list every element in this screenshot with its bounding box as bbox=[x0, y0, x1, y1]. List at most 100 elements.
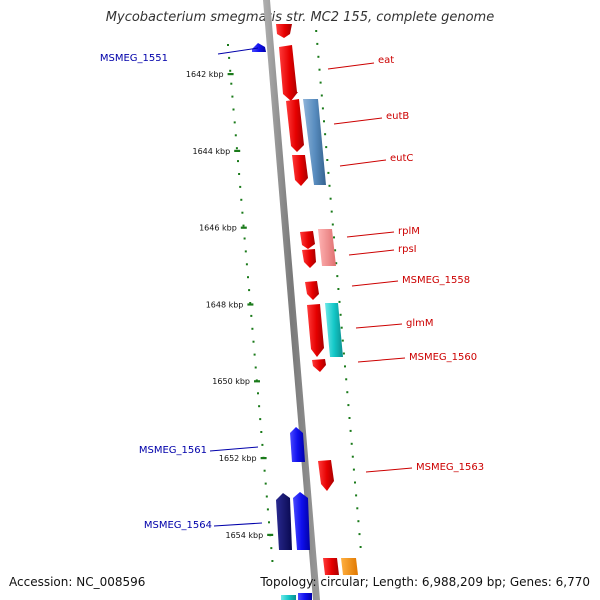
gene-label[interactable]: MSMEG_1560 bbox=[409, 352, 477, 363]
feature-eutB bbox=[286, 99, 304, 152]
track-dot bbox=[328, 184, 331, 187]
track-dot bbox=[338, 300, 341, 303]
track-dot bbox=[331, 223, 334, 226]
gene-label[interactable]: rpsI bbox=[398, 244, 417, 255]
accession-text: Accession: NC_008596 bbox=[9, 575, 146, 589]
gene-label[interactable]: MSMEG_1558 bbox=[402, 275, 470, 286]
track-dot bbox=[240, 198, 243, 201]
track-dot bbox=[243, 237, 246, 240]
gene-label[interactable]: eutB bbox=[386, 111, 409, 122]
tick-mark bbox=[227, 73, 234, 76]
track-dot bbox=[323, 120, 325, 123]
feature-MSMEG_1558 bbox=[305, 281, 319, 300]
track-dot bbox=[251, 327, 254, 330]
label-leader-line bbox=[339, 159, 387, 167]
tick-label: 1644 kbp bbox=[192, 147, 230, 156]
track-dot bbox=[321, 107, 324, 110]
track-dot bbox=[320, 94, 323, 97]
label-leader-line bbox=[209, 446, 259, 452]
label-leader-line bbox=[351, 280, 399, 287]
feature-MSMEG_1561 bbox=[290, 427, 305, 462]
tick-label: 1652 kbp bbox=[219, 454, 257, 463]
track-dot bbox=[357, 520, 360, 523]
track-dot bbox=[234, 134, 237, 137]
track-dot bbox=[342, 352, 345, 355]
track-dot bbox=[260, 431, 263, 433]
track-dot bbox=[354, 481, 356, 484]
feature-bottom-red bbox=[323, 558, 339, 575]
track-dot bbox=[347, 404, 350, 407]
track-dot bbox=[317, 55, 320, 58]
feature-rpsI bbox=[302, 249, 316, 268]
tick-label: 1642 kbp bbox=[186, 70, 224, 79]
feature-eat bbox=[279, 45, 298, 101]
track-dot bbox=[327, 171, 330, 174]
track-dot bbox=[344, 365, 346, 368]
gene-label[interactable]: MSMEG_1561 bbox=[139, 445, 207, 456]
feature-MSMEG_1563 bbox=[318, 460, 334, 491]
track-dot bbox=[231, 95, 234, 98]
track-dot bbox=[326, 159, 329, 161]
track-dot bbox=[249, 302, 252, 304]
track-dot bbox=[237, 160, 239, 163]
track-dot bbox=[359, 546, 362, 548]
track-dot bbox=[358, 533, 361, 536]
track-dot bbox=[254, 366, 257, 369]
gene-label[interactable]: glmM bbox=[406, 318, 434, 329]
gene-label[interactable]: MSMEG_1551 bbox=[100, 53, 168, 64]
track-dot bbox=[350, 442, 353, 445]
track-dot bbox=[266, 508, 269, 511]
gene-label[interactable]: MSMEG_1563 bbox=[416, 462, 484, 473]
track-dot bbox=[229, 69, 232, 72]
gene-label[interactable]: eat bbox=[378, 55, 394, 66]
label-leader-line bbox=[348, 249, 395, 256]
track-dot bbox=[242, 224, 245, 227]
track-dot bbox=[253, 353, 256, 356]
genome-title: Mycobacterium smegmatis str. MC2 155, co… bbox=[105, 10, 495, 25]
summary-text: Topology: circular; Length: 6,988,209 bp… bbox=[260, 575, 590, 589]
feature-bottom-blue bbox=[298, 593, 312, 600]
track-dot bbox=[230, 82, 233, 85]
track-dot bbox=[318, 68, 321, 71]
track-dot bbox=[232, 108, 235, 111]
label-leader-line bbox=[355, 323, 403, 329]
track-dot bbox=[263, 469, 266, 472]
track-dot bbox=[247, 276, 249, 279]
tick-marks: 1642 kbp 1644 kbp 1646 kbp 1648 kbp 1650 kbp… bbox=[186, 70, 274, 540]
track-dot bbox=[250, 314, 253, 317]
tick-label: 1646 kbp bbox=[199, 224, 237, 233]
track-dot bbox=[345, 378, 348, 381]
track-dot bbox=[315, 30, 318, 32]
feature-MSMEG_1564-paired bbox=[293, 492, 310, 550]
track-dot bbox=[334, 249, 337, 252]
tick-mark bbox=[254, 380, 260, 383]
track-dot bbox=[351, 455, 354, 458]
track-dot bbox=[238, 173, 241, 175]
label-leader-line bbox=[333, 117, 383, 125]
right-dotted-track bbox=[315, 30, 362, 548]
track-dot bbox=[268, 521, 270, 524]
gene-label[interactable]: eutC bbox=[390, 153, 413, 164]
label-leader-line bbox=[327, 62, 375, 70]
track-dot bbox=[340, 326, 343, 329]
track-dot bbox=[244, 250, 247, 253]
gene-label[interactable]: MSMEG_1564 bbox=[144, 520, 212, 531]
track-dot bbox=[324, 133, 327, 136]
track-dot bbox=[337, 288, 340, 290]
genome-backbone bbox=[263, 0, 320, 600]
track-dot bbox=[330, 210, 333, 213]
track-dot bbox=[252, 340, 255, 343]
track-dot bbox=[319, 81, 322, 84]
feature-glmM-paired bbox=[325, 303, 343, 357]
track-dot bbox=[261, 443, 264, 446]
track-dot bbox=[349, 429, 352, 432]
track-dot bbox=[352, 468, 355, 471]
track-dot bbox=[248, 289, 251, 292]
feature-rplM-paired bbox=[318, 229, 336, 266]
feature-glmM bbox=[307, 304, 324, 357]
track-dot bbox=[335, 262, 338, 265]
track-dot bbox=[265, 495, 268, 498]
gene-label[interactable]: rplM bbox=[398, 226, 420, 237]
track-dot bbox=[241, 211, 244, 214]
